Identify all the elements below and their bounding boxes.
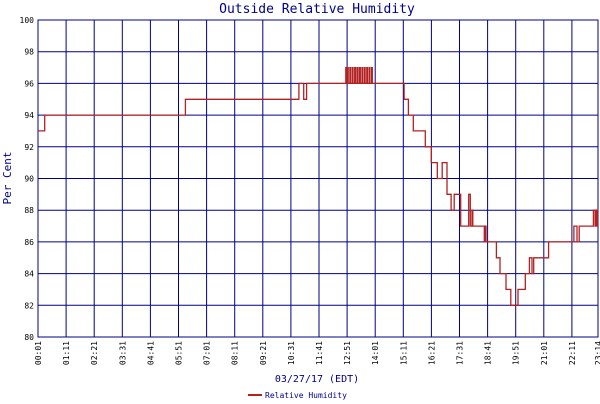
x-axis-ticks: 00:01 01:11 02:21 03:31 04:41 05:51 07:01 08:11… [34, 341, 600, 365]
x-tick-label: 00:01 [34, 341, 43, 365]
x-tick-label: 03:31 [118, 341, 127, 365]
x-tick-label: 21:01 [540, 341, 549, 365]
y-tick-label: 100 [20, 16, 35, 25]
x-tick-label: 01:11 [62, 341, 71, 365]
y-tick-label: 82 [24, 301, 34, 310]
x-tick-label: 07:01 [203, 341, 212, 365]
x-tick-label: 19:51 [512, 341, 521, 365]
y-tick-label: 98 [24, 48, 34, 57]
x-axis-label: 03/27/17 (EDT) [275, 374, 359, 385]
y-tick-label: 94 [24, 111, 34, 120]
x-tick-label: 12:51 [343, 341, 352, 365]
plot-frame [37, 19, 599, 338]
x-tick-label: 02:21 [90, 341, 99, 365]
x-tick-label: 17:31 [456, 341, 465, 365]
x-tick-label: 22:11 [568, 341, 577, 365]
legend-label: Relative Humidity [265, 391, 347, 400]
x-tick-label: 15:11 [399, 341, 408, 365]
x-tick-label: 11:41 [315, 341, 324, 365]
y-tick-label: 80 [24, 333, 34, 342]
x-tick-label: 14:01 [371, 341, 380, 365]
y-tick-label: 92 [24, 143, 34, 152]
x-tick-label: 23:14 [594, 341, 600, 365]
y-axis-label: Per Cent [1, 152, 14, 205]
x-tick-label: 04:41 [146, 341, 155, 365]
series-line-relative-humidity [38, 66, 599, 306]
x-tick-label: 09:21 [259, 341, 268, 365]
chart-title: Outside Relative Humidity [219, 2, 415, 17]
y-tick-label: 90 [24, 175, 34, 184]
legend: Relative Humidity [248, 391, 347, 400]
y-tick-label: 86 [24, 238, 34, 247]
x-tick-label: 16:21 [427, 341, 436, 365]
x-tick-label: 08:11 [231, 341, 240, 365]
x-tick-label: 18:41 [484, 341, 493, 365]
y-tick-label: 84 [24, 270, 34, 279]
x-tick-label: 05:51 [175, 341, 184, 365]
series-layer [38, 66, 599, 306]
y-tick-label: 96 [24, 79, 34, 88]
x-tick-label: 10:31 [287, 341, 296, 365]
y-tick-label: 88 [24, 206, 34, 215]
y-axis-ticks: 80 82 84 86 88 90 92 94 96 98 100 [20, 16, 35, 342]
grid [37, 19, 599, 338]
